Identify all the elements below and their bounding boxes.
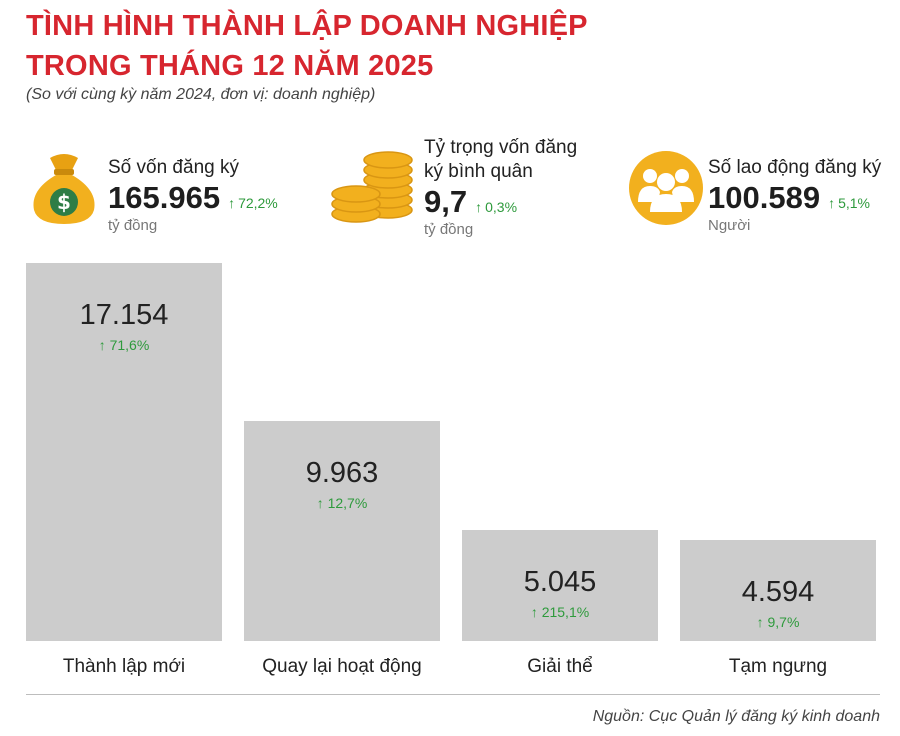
bar-change-label: ↑ 12,7% <box>316 495 368 511</box>
kpi-value: 9,7 <box>424 184 468 219</box>
kpi-unit: tỷ đồng <box>424 221 474 238</box>
kpi-label: Số vốn đăng ký <box>108 157 239 178</box>
kpi-value: 100.589 <box>708 180 821 215</box>
kpi-value: 165.965 <box>108 180 221 215</box>
svg-text:$: $ <box>57 190 71 214</box>
category-label: Tạm ngưng <box>728 656 828 677</box>
kpi-change: ↑ 72,2% <box>228 195 278 211</box>
kpi-label-line-1: Tỷ trọng vốn đăng <box>424 137 578 158</box>
kpi-average-capital: Tỷ trọng vốn đăng ký bình quân 9,7 ↑ 0,3%… <box>424 136 577 240</box>
up-arrow-icon: ↑ <box>228 195 236 211</box>
kpi-unit: tỷ đồng <box>108 217 158 234</box>
title-line-1: TÌNH HÌNH THÀNH LẬP DOANH NGHIỆP <box>26 10 588 42</box>
source-note: Nguồn: Cục Quản lý đăng ký kinh doanh <box>592 708 880 725</box>
bar-4: 4.594 ↑ 9,7% <box>680 540 876 641</box>
bar-1: 17.154 ↑ 71,6% <box>26 263 222 641</box>
kpi-registered-workers: Số lao động đăng ký 100.589 ↑ 5,1% Người <box>708 156 881 236</box>
people-icon <box>629 151 703 225</box>
bar-3: 5.045 ↑ 215,1% <box>462 530 658 641</box>
title-line-2: TRONG THÁNG 12 NĂM 2025 <box>26 50 434 82</box>
category-label: Quay lại hoạt động <box>262 656 422 677</box>
up-arrow-icon: ↑ <box>475 199 483 215</box>
bar-2: 9.963 ↑ 12,7% <box>244 421 440 641</box>
page-title: TÌNH HÌNH THÀNH LẬP DOANH NGHIỆP TRONG T… <box>26 6 588 86</box>
bar-change-label: ↑ 71,6% <box>98 337 150 353</box>
bar-value-label: 9.963 <box>305 457 379 489</box>
up-arrow-icon: ↑ <box>828 195 836 211</box>
kpi-label-line-2: ký bình quân <box>424 161 533 182</box>
bar-value-label: 4.594 <box>741 576 815 608</box>
kpi-change: ↑ 0,3% <box>475 199 518 215</box>
kpi-unit: Người <box>708 217 751 234</box>
kpi-registered-capital: Số vốn đăng ký 165.965 ↑ 72,2% tỷ đồng <box>108 156 278 236</box>
category-label: Thành lập mới <box>62 656 186 677</box>
kpi-label: Số lao động đăng ký <box>708 157 882 178</box>
kpi-change: ↑ 5,1% <box>828 195 870 211</box>
category-label: Giải thể <box>527 656 593 677</box>
bar-value-label: 17.154 <box>79 299 169 331</box>
divider <box>26 694 880 695</box>
bar-value-label: 5.045 <box>523 566 597 598</box>
coin-stack-icon <box>331 151 413 223</box>
money-bag-icon: $ <box>33 154 95 224</box>
subtitle: (So với cùng kỳ năm 2024, đơn vị: doanh … <box>26 86 376 103</box>
bar-change-label: ↑ 9,7% <box>756 614 800 630</box>
bar-change-label: ↑ 215,1% <box>530 604 590 620</box>
